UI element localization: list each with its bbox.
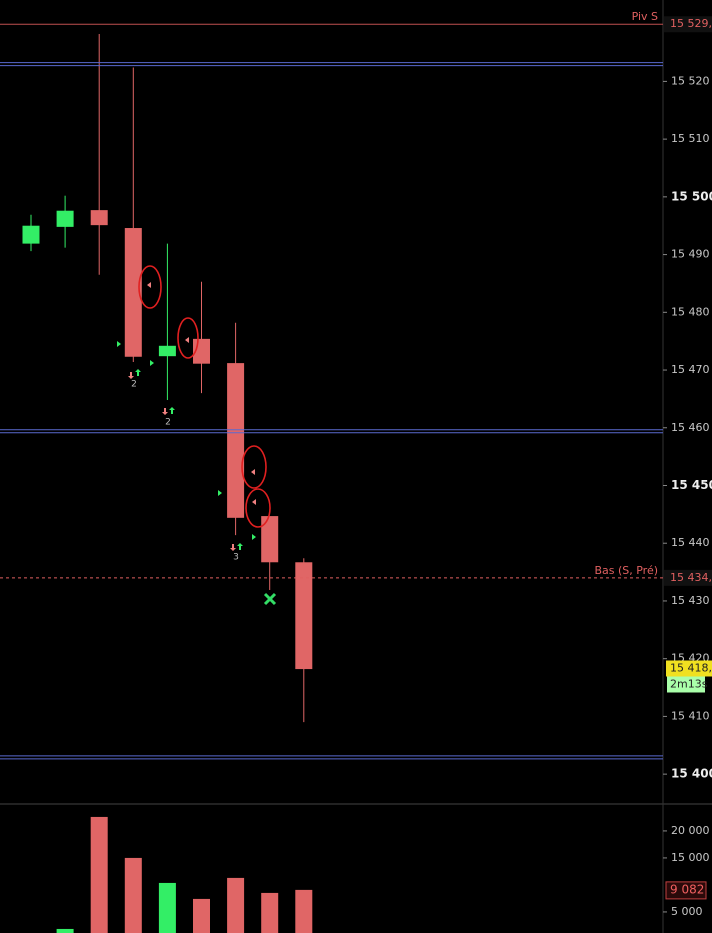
- circle-annotation: [138, 265, 162, 309]
- y-tick-label: 15 510: [671, 132, 710, 145]
- volume-bar: [227, 877, 245, 933]
- low-level-box: [664, 569, 712, 586]
- y-tick-label: 15 490: [671, 248, 710, 261]
- y-tick-label: 15 480: [671, 305, 710, 318]
- candle-body: [124, 228, 142, 357]
- volume-bar: [261, 892, 279, 933]
- candle-body: [227, 363, 245, 518]
- volume-bar: [158, 882, 176, 933]
- volume-last-label: 9 082: [670, 882, 704, 896]
- volume-bar: [295, 889, 313, 933]
- cross-marker: [263, 592, 277, 606]
- y-tick-label: 15 410: [671, 709, 710, 722]
- signal-count: 2: [165, 418, 171, 428]
- y-tick-label: 15 440: [671, 536, 710, 549]
- last-price-box: [666, 660, 712, 677]
- timer-box: [667, 676, 705, 693]
- low-level-name: Bas (S, Pré): [594, 564, 658, 577]
- y-tick-label: 15 500: [671, 189, 712, 203]
- volume-tick-label: 15 000: [671, 851, 710, 864]
- timer: 2m13s: [670, 677, 708, 690]
- y-tick-label: 15 520: [671, 74, 710, 87]
- y-tick-label: 15 430: [671, 594, 710, 607]
- y-tick-label: 15 400: [671, 767, 712, 781]
- pivot-label: 15 529,9: [670, 17, 712, 30]
- volume-tick-label: 20 000: [671, 824, 710, 837]
- candle-body: [295, 562, 313, 670]
- candle-body: [158, 345, 176, 357]
- candle-body: [90, 210, 108, 226]
- low-level-label: 15 434,0: [670, 571, 712, 584]
- signal-count: 2: [131, 380, 137, 390]
- pivot-name: Piv S: [632, 10, 658, 23]
- signal-count: 3: [233, 553, 239, 563]
- volume-bar: [124, 857, 142, 933]
- circle-annotation: [245, 488, 271, 528]
- volume-last-box: [665, 881, 707, 900]
- last-price-label: 15 418,3: [670, 661, 712, 674]
- down-arrow: [128, 372, 236, 551]
- marks: [22, 34, 313, 933]
- signal-arrows: [117, 282, 277, 606]
- pivot-box: [664, 16, 712, 33]
- volume-bar: [56, 928, 74, 933]
- volume-bar: [193, 898, 210, 933]
- circle-annotation: [241, 445, 267, 489]
- circle-annotation: [177, 317, 199, 359]
- candle-body: [22, 225, 40, 244]
- volume-tick-label: 5 000: [671, 905, 703, 918]
- y-tick-label: 15 470: [671, 363, 710, 376]
- volume-bar: [90, 816, 108, 933]
- y-tick-label: 15 450: [671, 478, 712, 492]
- candle-body: [261, 516, 279, 563]
- annotations: [138, 265, 271, 528]
- up-arrow: [135, 369, 243, 550]
- y-tick-label: 15 460: [671, 421, 710, 434]
- candle-body: [56, 210, 74, 227]
